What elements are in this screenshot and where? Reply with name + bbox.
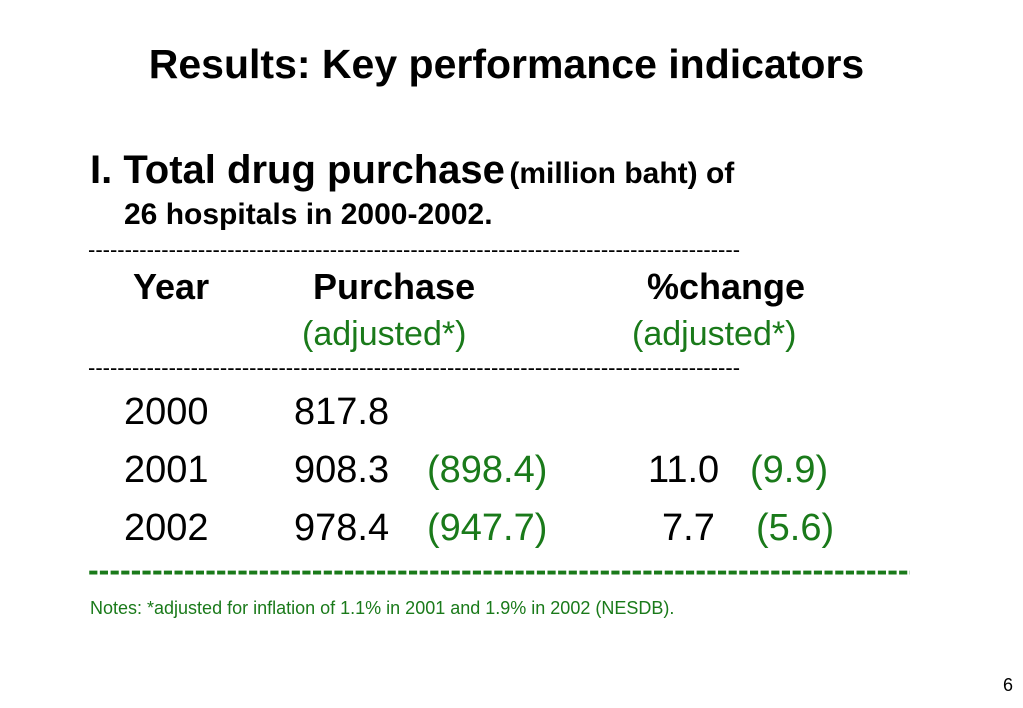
section-heading-unit: (million baht) [509,157,698,190]
row-change: 7.7 [662,507,715,549]
section-heading-line2: 26 hospitals in 2000-2002. [124,198,493,231]
page-number: 6 [1002,675,1013,695]
column-header-year: Year [133,266,210,307]
slide-title: Results: Key performance indicators [148,41,865,87]
row-purchase: 908.3 [294,449,390,491]
row-year: 2000 [124,391,209,433]
table-top-rule: ----------------------------------------… [88,238,741,262]
column-header-change: %change [647,266,806,307]
table-header-rule: ----------------------------------------… [88,356,741,380]
row-change-adjusted: (9.9) [750,449,829,491]
footnote: Notes: *adjusted for inflation of 1.1% i… [90,598,675,618]
column-subheader-purchase: (adjusted*) [302,315,467,353]
row-purchase: 817.8 [294,391,390,433]
column-subheader-change: (adjusted*) [632,315,797,353]
section-heading-of: of [705,157,735,190]
row-change-adjusted: (5.6) [756,507,835,549]
row-purchase-adjusted: (898.4) [427,449,548,491]
row-change: 11.0 [648,449,720,491]
column-header-purchase: Purchase [313,266,476,307]
row-year: 2002 [124,507,209,549]
table-bottom-rule: ----------------------------------------… [88,554,910,586]
row-purchase: 978.4 [294,507,390,549]
section-heading: I. Total drug purchase (million baht) of [90,146,734,203]
row-purchase-adjusted: (947.7) [427,507,548,549]
row-year: 2001 [124,449,209,491]
section-heading-main: I. Total drug purchase [90,148,505,192]
